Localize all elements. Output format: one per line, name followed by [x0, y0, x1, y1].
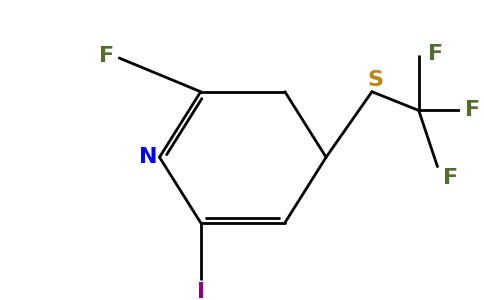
Text: F: F: [428, 44, 443, 64]
Text: F: F: [443, 168, 458, 188]
Text: S: S: [368, 70, 384, 91]
Text: N: N: [139, 147, 157, 167]
Text: F: F: [466, 100, 481, 120]
Text: I: I: [197, 282, 205, 300]
Text: F: F: [99, 46, 114, 66]
